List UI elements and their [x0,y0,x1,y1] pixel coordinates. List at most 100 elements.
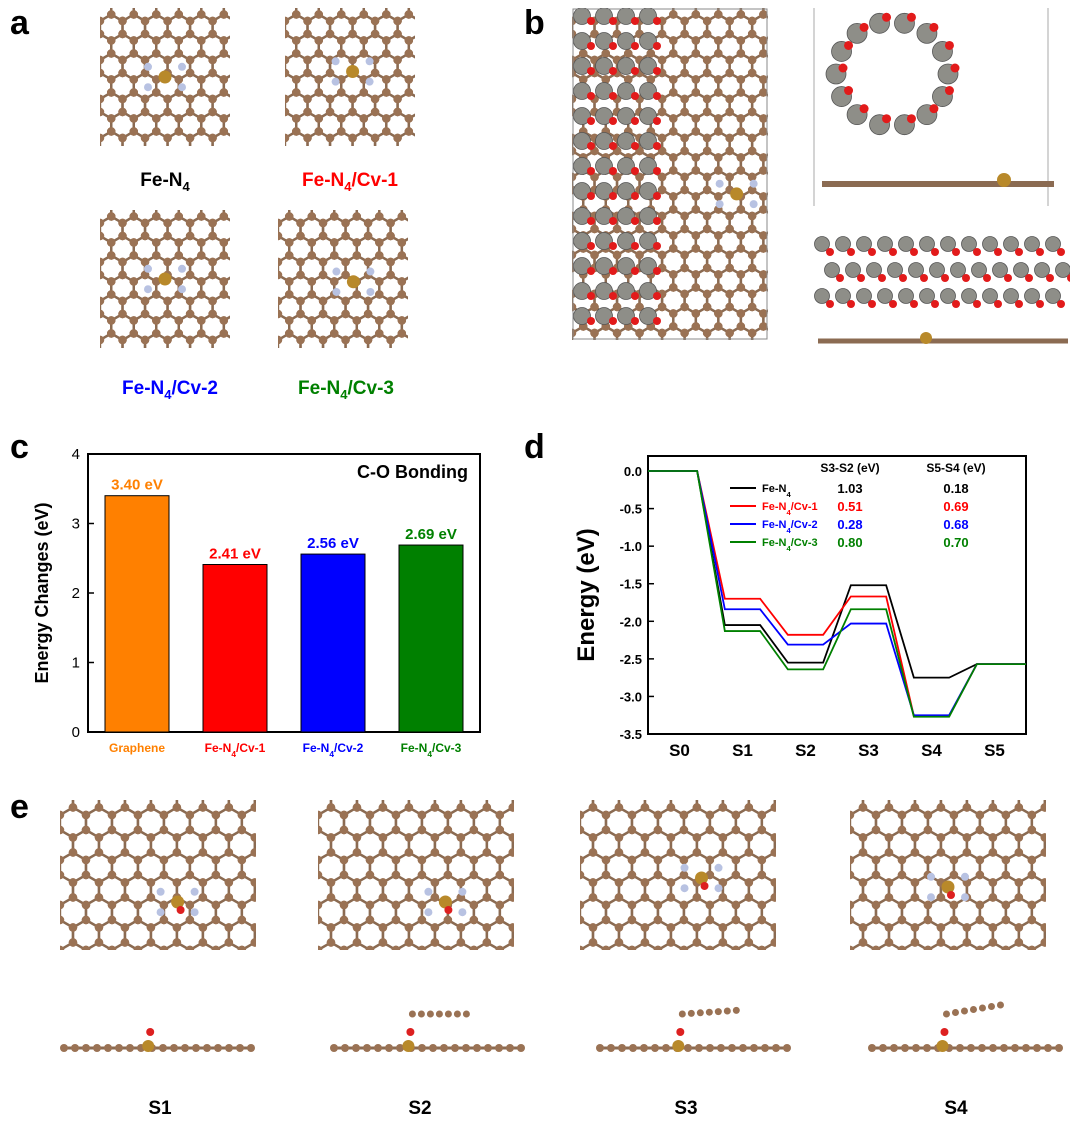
carbon-atom [303,107,312,117]
carbon-atom [975,900,985,910]
legend-label: Fe-N4/Cv-1 [762,501,818,517]
carbon-atom [702,29,712,39]
carbon-atom [725,29,734,39]
carbon-atom [397,277,407,286]
carbon-atom [174,114,184,123]
metal-atom [617,8,635,25]
carbon-atom [303,94,312,104]
carbon-atom [219,290,229,299]
metal-atom [639,32,657,50]
carbon-atom [107,75,116,84]
carbon-atom [314,49,323,58]
carbon-atom [307,212,316,221]
carbon-atom [208,107,217,117]
carbon-atom [237,900,247,910]
carbon-atom [330,277,339,286]
carbon-atom [725,133,734,143]
carbon-atom [580,825,585,835]
carbon-atom [285,29,290,39]
carbon-atom [296,231,305,241]
oxygen-atom [653,117,661,125]
carbon-atom [770,833,776,842]
molecule-atom [408,1010,416,1018]
carbon-atom [691,231,701,240]
carbon-atom [590,328,599,338]
carbon-atom [219,329,229,338]
iron-atom [402,1040,415,1052]
nitrogen-atom [144,285,152,294]
carbon-atom [443,915,453,925]
carbon-atom [152,127,161,136]
carbon-atom [185,309,195,319]
carbon-atom [292,75,301,84]
carbon-atom [653,825,663,835]
metal-atom [919,236,935,252]
carbon-atom [657,146,667,156]
oxygen-atom [587,317,595,325]
cell-box [572,8,768,340]
carbon-atom [714,270,723,279]
carbon-atom [640,803,650,812]
carbon-atom [359,127,369,136]
iron-atom [920,332,932,344]
state-s2-side [330,1010,525,1052]
carbon-atom [374,1044,382,1052]
carbon-atom [140,29,150,39]
carbon-atom [185,231,195,241]
carbon-atom [118,68,127,78]
cap1-suffix: /Cv-1 [351,170,398,191]
carbon-atom [219,10,229,19]
carbon-atom [725,250,734,260]
carbon-atom [725,16,734,26]
carbon-atom [640,1044,648,1052]
carbon-atom [702,250,712,260]
metal-atom [617,307,635,325]
lattice-group [100,210,230,348]
carbon-atom [100,270,105,280]
metal-atom [595,232,613,250]
carbon-atom [736,153,746,162]
carbon-atom [152,49,161,58]
carbon-atom [443,945,453,950]
nitrogen-atom [156,908,165,917]
oxygen-atom [146,1028,155,1036]
carbon-atom [325,107,335,117]
carbon-atom [198,833,208,842]
carbon-atom [285,329,294,338]
carbon-atom [100,309,105,319]
carbon-atom [318,810,323,820]
carbon-atom [118,55,127,65]
carbon-atom [185,68,195,78]
carbon-atom [303,133,312,143]
carbon-atom [93,1044,101,1052]
iron-atom [158,70,172,84]
carbon-atom [100,94,105,104]
carbon-atom [404,848,414,857]
carbon-atom [731,810,741,820]
carbon-atom [640,938,650,947]
carbon-atom [296,309,305,319]
oxygen-atom [631,192,639,200]
carbon-atom [684,1044,692,1052]
carbon-atom [68,848,78,857]
carbon-atom [172,938,182,947]
carbon-atom [666,878,676,887]
carbon-atom [725,302,734,312]
carbon-atom [359,36,369,45]
carbon-atom [725,107,734,117]
carbon-atom [359,49,369,58]
carbon-atom [348,55,357,65]
cap3-base: Fe-N [298,378,341,399]
carbon-atom [936,893,946,902]
carbon-atom [669,309,678,318]
carbon-atom [691,309,701,318]
metal-atom [908,262,924,278]
carbon-atom [393,16,402,26]
nitrogen-atom [714,863,723,872]
carbon-atom [679,900,689,910]
metal-atom [595,257,613,275]
oxygen-atom [944,86,954,96]
carbon-atom [341,218,350,228]
carbon-atom [430,803,440,812]
carbon-atom [579,49,588,58]
